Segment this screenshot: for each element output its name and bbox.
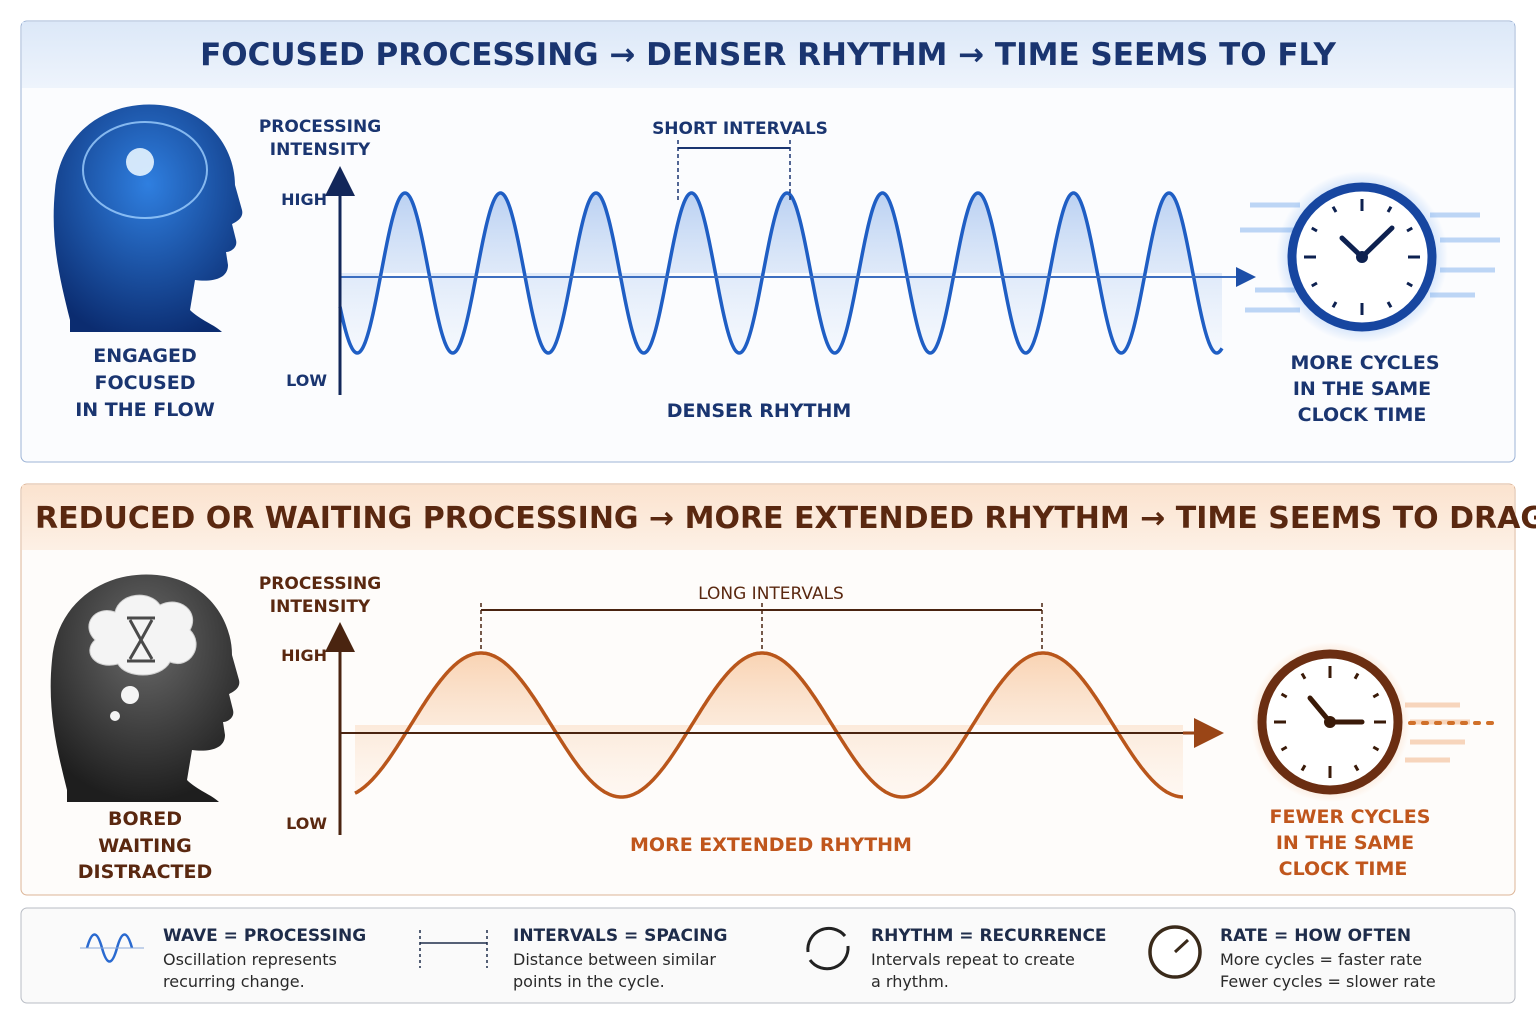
legend-text: points in the cycle. [513,972,665,991]
clock-tick [1406,226,1413,233]
legend-text: Distance between similar [513,950,716,969]
legend-text: a rhythm. [871,972,949,991]
panel-header [22,22,1514,88]
interval-label: SHORT INTERVALS [652,119,828,139]
clock-tick [1372,745,1380,752]
brain-glow [126,148,154,176]
state-label: FOCUSED [95,372,196,394]
axis-label: PROCESSING [259,574,381,594]
clock-label: CLOCK TIME [1279,858,1408,880]
clock-tick [1386,206,1393,213]
clock-label: MORE CYCLES [1290,352,1439,374]
legend-title: INTERVALS = SPACING [513,926,727,946]
wave-fill [355,653,1183,797]
high-label: HIGH [281,190,327,209]
clock-tick [1280,692,1288,699]
wave-fill [340,193,1222,353]
interval-icon-ticks [419,930,488,968]
legend-text: recurring change. [163,972,305,991]
thought-dot [110,711,120,721]
clock-label: IN THE SAME [1276,832,1414,854]
panel-title: FOCUSED PROCESSING → DENSER RHYTHM → TIM… [200,37,1336,73]
clock-tick [1300,672,1307,680]
state-label: BORED [108,808,182,830]
legend-text: Intervals repeat to create [871,950,1075,969]
legend-title: RHYTHM = RECURRENCE [871,926,1107,946]
state-label: ENGAGED [93,345,197,367]
clock-label: CLOCK TIME [1298,404,1427,426]
clock-tick [1280,745,1288,752]
clock-tick [1386,301,1393,308]
slow-clock [1250,642,1502,802]
wave-area [354,651,1183,799]
clock-tick [1353,672,1360,680]
clock-label: FEWER CYCLES [1270,806,1431,828]
cycle-icon [806,926,850,971]
thought-dot [121,686,139,704]
clock-tick [1311,226,1318,233]
gauge-needle [1173,938,1190,954]
hourglass-icon [127,616,155,663]
legend-text: Oscillation represents [163,950,337,969]
axis-label: INTENSITY [270,140,371,160]
wave-icon [85,933,134,963]
high-label: HIGH [281,646,327,665]
low-label: LOW [286,371,327,390]
clock-tick [1353,764,1360,772]
legend-text: Fewer cycles = slower rate [1220,972,1436,991]
panel-title: REDUCED OR WAITING PROCESSING → MORE EXT… [35,501,1536,536]
interval-label: LONG INTERVALS [698,584,844,604]
clock-tick [1406,281,1413,288]
state-label: WAITING [98,835,191,857]
wave-line [354,651,1183,799]
panel-header [22,485,1514,550]
fast-clock [1240,171,1500,343]
clock-tick [1331,301,1338,308]
axis-label: PROCESSING [259,117,381,137]
wave-area [338,191,1224,355]
state-label: DISTRACTED [78,861,212,883]
brain-icon [82,121,208,219]
legend-title: RATE = HOW OFTEN [1220,926,1411,946]
clock-tick [1372,692,1380,699]
legend-title: WAVE = PROCESSING [163,926,366,946]
clock-tick [1331,206,1338,213]
rhythm-label: MORE EXTENDED RHYTHM [630,834,912,856]
wave-line [338,191,1224,355]
clock-tick [1300,764,1307,772]
legend [20,907,1516,1004]
rhythm-label: DENSER RHYTHM [667,400,852,422]
clock-label: IN THE SAME [1293,378,1431,400]
state-label: IN THE FLOW [75,399,215,421]
legend-text: More cycles = faster rate [1220,950,1422,969]
axis-label: INTENSITY [270,597,371,617]
clock-tick [1311,281,1318,288]
low-label: LOW [286,814,327,833]
